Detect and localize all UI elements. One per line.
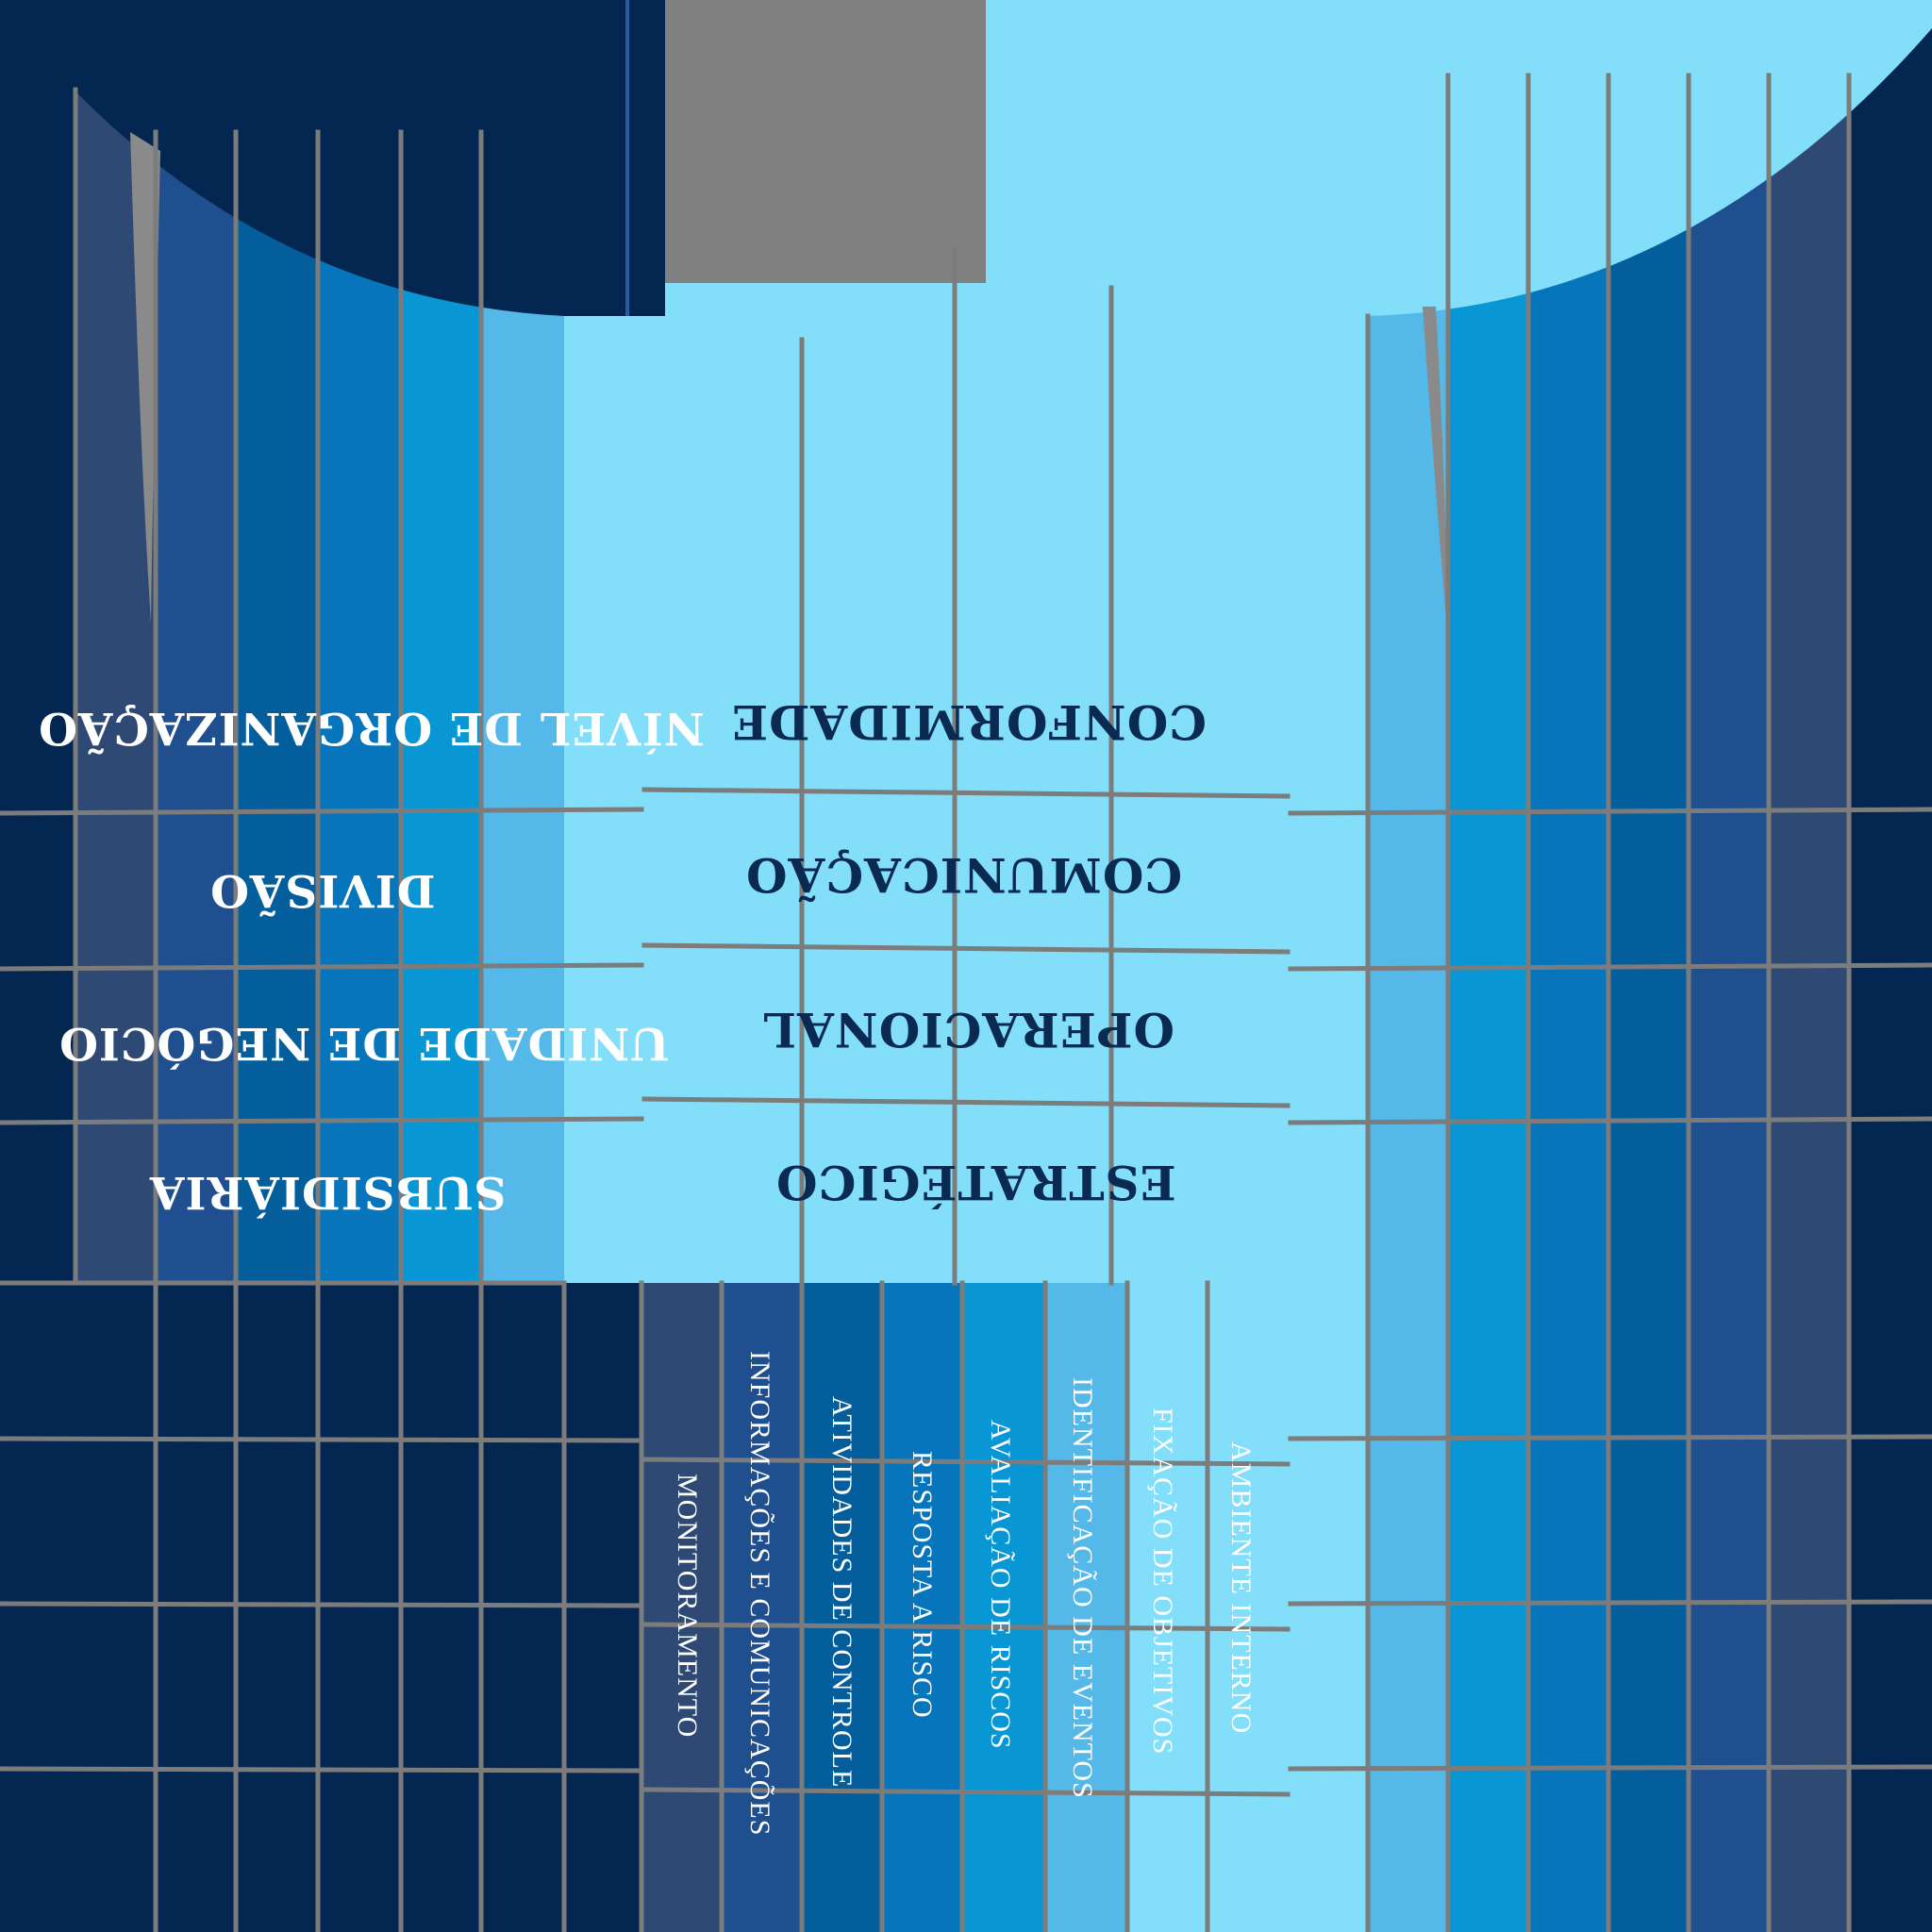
grid-line-37 [0, 1116, 644, 1125]
grid-line-32 [641, 787, 1291, 799]
category-label-strategic: ESTRATÉGICO [775, 1155, 1176, 1210]
component-label-objective-setting: FIXAÇÃO DE OBJETIVOS [1147, 1407, 1178, 1756]
right-band-3 [1528, 75, 1608, 1932]
cube-front-face [561, 283, 1368, 1283]
grid-line-41 [0, 1436, 644, 1443]
right-side-bands [1368, 75, 1932, 1932]
level-label-division: DIVISÃO [209, 864, 436, 916]
category-label-compliance: CONFORMIDADE [731, 694, 1208, 750]
gray-block [665, 0, 986, 321]
grid-line-36 [1288, 962, 1932, 972]
right-band-5 [1689, 75, 1769, 1932]
grid-line-38 [641, 1096, 1291, 1108]
bottom-column-5 [882, 1283, 962, 1932]
left-band-2 [156, 85, 236, 1283]
grid-line-47 [0, 1766, 644, 1774]
bottom-component-columns [561, 1283, 1368, 1932]
grid-line-39 [1288, 1116, 1932, 1125]
overlay-shapes [0, 0, 1932, 641]
right-band-6 [1769, 75, 1849, 1932]
bottom-column-4 [802, 1283, 882, 1932]
grid-line-33 [1288, 807, 1932, 816]
grid-line-42 [641, 1457, 1291, 1467]
light-arc [986, 0, 1932, 316]
level-label-business-unit: UNIDADE DE NEGÓCIO [58, 1017, 670, 1069]
grid-line-35 [641, 942, 1291, 955]
gray-sliver-right [1423, 307, 1448, 641]
component-label-control-activities: ATIVIDADES DE CONTROLE [826, 1396, 858, 1789]
level-label-subsidiary: SUBSIDIÁRIA [149, 1166, 507, 1218]
category-label-communication: COMUNICAÇÃO [745, 847, 1183, 903]
gray-sliver-left [130, 132, 160, 623]
component-label-monitoring: MONITORAMENTO [672, 1474, 703, 1739]
bottom-column-7 [1045, 1283, 1127, 1932]
grid-line-46 [1288, 1599, 1932, 1607]
grid-line-31 [0, 807, 644, 816]
bottom-column-3 [722, 1283, 802, 1932]
bottom-column-9 [1208, 1283, 1368, 1932]
right-band-2 [1448, 75, 1528, 1932]
grid-line-48 [641, 1787, 1291, 1797]
level-label-organization: NÍVEL DE ORGANIZAÇÃO [38, 702, 705, 754]
grid-line-45 [641, 1622, 1291, 1632]
dark-arc [0, 0, 665, 316]
bottom-column-2 [641, 1283, 722, 1932]
component-label-risk-response: RESPOSTA A RISCO [907, 1451, 938, 1719]
component-label-internal-environment: AMBIENTE INTERNO [1225, 1441, 1257, 1735]
grid-line-43 [1288, 1434, 1932, 1441]
component-label-risk-assessment: AVALIAÇÃO DE RISCOS [985, 1420, 1016, 1750]
grid-lines [0, 73, 1932, 1932]
component-label-information-communication: INFORMAÇÕES E COMUNICAÇÕES [744, 1351, 775, 1837]
bottom-column-8 [1127, 1283, 1208, 1932]
left-band-3 [236, 85, 318, 1283]
grid-line-34 [0, 962, 644, 972]
bottom-column-6 [962, 1283, 1045, 1932]
grid-line-44 [0, 1601, 644, 1608]
grid-line-49 [1288, 1764, 1932, 1772]
right-band-4 [1608, 75, 1689, 1932]
component-label-event-identification: IDENTIFICAÇÃO DE EVENTOS [1067, 1377, 1098, 1799]
right-band-7 [1849, 75, 1932, 1932]
category-label-operational: OPERACIONAL [762, 1002, 1175, 1058]
